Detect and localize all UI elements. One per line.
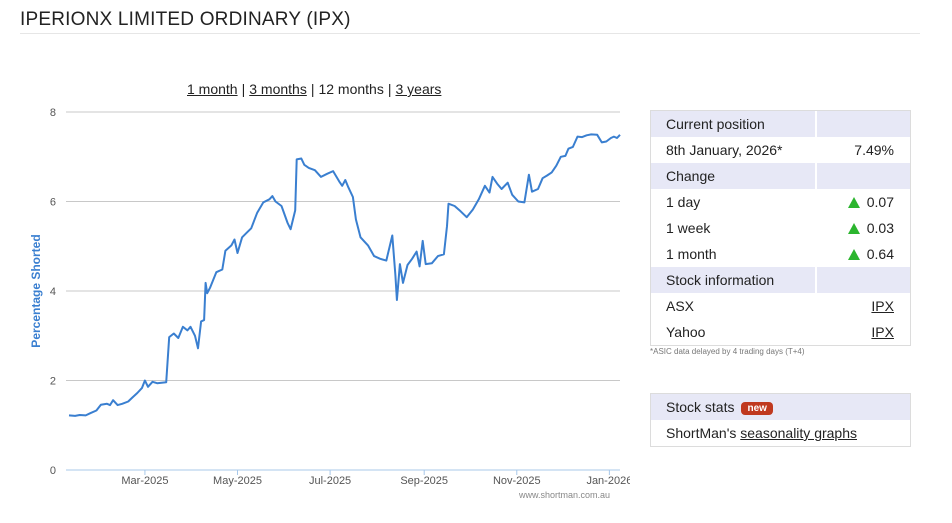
up-arrow-icon [847,223,860,234]
x-tick-label: Mar-2025 [121,475,168,487]
y-tick-label: 4 [50,286,56,298]
range-separator: | [387,81,392,97]
stock-information-header: Stock information [651,267,816,293]
change-1-month-value: 0.64 [866,246,894,262]
position-panel: Current position 8th January, 2026* 7.49… [650,110,911,346]
y-tick-label: 8 [50,107,56,119]
title-divider [20,33,920,34]
range-1-month-link[interactable]: 1 month [187,81,238,97]
range-12-months-current: 12 months [318,81,384,97]
asx-link[interactable]: IPX [871,298,894,314]
up-arrow-icon [847,249,860,260]
current-short-value: 7.49% [854,142,894,158]
x-tick-label: Jul-2025 [309,475,351,487]
change-1-day-value: 0.07 [866,194,894,210]
y-tick-label: 0 [50,465,56,477]
yahoo-link[interactable]: IPX [871,324,894,340]
current-date: 8th January, 2026* [666,142,783,158]
change-1-week-label: 1 week [666,220,711,236]
change-1-week-value: 0.03 [866,220,894,236]
x-tick-label: Sep-2025 [400,475,448,487]
range-separator: | [241,81,246,97]
asx-label: ASX [666,298,695,314]
current-position-header: Current position [651,111,816,137]
stats-text: ShortMan's [666,425,741,441]
x-tick-label: Jan-2026 [586,475,630,487]
y-tick-label: 6 [50,197,56,209]
range-3-months-link[interactable]: 3 months [249,81,307,97]
stock-stats-header: Stock stats [666,399,735,415]
new-badge: new [741,402,773,415]
y-tick-label: 2 [50,376,56,388]
yahoo-label: Yahoo [666,324,706,340]
y-axis-title: Percentage Shorted [29,234,43,347]
stock-stats-panel: Stock stats new ShortMan's seasonality gr… [650,393,911,447]
change-1-month-label: 1 month [666,246,717,262]
time-range-selector: 1 month | 3 months | 12 months | 3 years [187,81,441,97]
data-delay-footnote: *ASIC data delayed by 4 trading days (T+… [650,347,805,356]
watermark: www.shortman.com.au [518,490,610,500]
range-3-years-link[interactable]: 3 years [395,81,442,97]
short-position-chart: 0 2 4 6 8 Mar-2025 May-2025 Jul-2025 Sep-2025 Nov… [29,107,630,500]
range-separator: | [310,81,315,97]
page-title: IPERIONX LIMITED ORDINARY (IPX) [20,9,351,30]
x-tick-label: May-2025 [213,475,262,487]
short-percentage-line [68,133,621,417]
x-tick-label: Nov-2025 [493,475,541,487]
up-arrow-icon [847,197,860,208]
seasonality-graphs-link[interactable]: seasonality graphs [740,425,858,441]
change-header: Change [651,163,816,189]
change-1-day-label: 1 day [666,194,701,210]
